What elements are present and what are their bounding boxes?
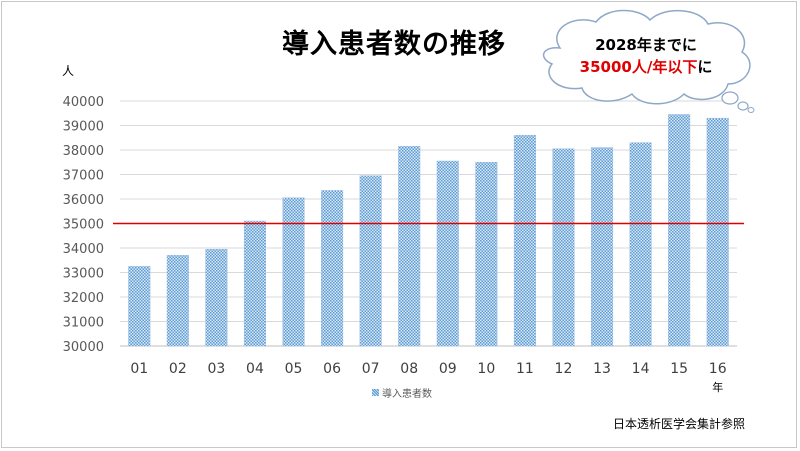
x-tick-label: 15: [670, 361, 688, 377]
bar: [668, 114, 691, 347]
x-tick-label: 01: [130, 361, 148, 377]
y-axis-label: 人: [62, 64, 74, 78]
x-tick-label: 11: [516, 361, 534, 377]
bar: [128, 266, 151, 347]
bar: [629, 142, 652, 347]
bar: [359, 175, 382, 347]
bar: [475, 162, 498, 347]
x-tick-label: 14: [632, 361, 650, 377]
bar: [706, 117, 729, 347]
bars: [128, 114, 729, 347]
y-tick-label: 32000: [63, 291, 104, 306]
bar: [282, 197, 305, 347]
source-note: 日本透析医学会集計参照: [613, 417, 746, 431]
y-tick-label: 34000: [63, 242, 104, 257]
x-tick-label: 04: [246, 361, 264, 377]
x-tick-label: 13: [593, 361, 611, 377]
callout-line2: 35000人/年以下に: [561, 56, 731, 78]
x-tick-label: 07: [362, 361, 380, 377]
x-axis-label: 年: [712, 380, 723, 394]
bar: [398, 146, 421, 347]
chart-legend: 導入患者数: [372, 385, 432, 400]
callout-target-value: 35000人/年以下: [579, 58, 698, 76]
y-tick-label: 35000: [63, 218, 104, 233]
x-tick-label: 02: [169, 361, 187, 377]
legend-swatch: [372, 389, 379, 396]
y-tick-label: 37000: [63, 169, 104, 184]
callout-cloud: [542, 9, 755, 113]
y-tick-label: 40000: [63, 95, 104, 110]
x-tick-label: 08: [400, 361, 418, 377]
bar: [166, 255, 189, 347]
y-tick-label: 36000: [63, 193, 104, 208]
x-tick-label: 06: [323, 361, 341, 377]
y-tick-label: 31000: [63, 316, 104, 331]
y-tick-label: 38000: [63, 144, 104, 159]
bar: [436, 160, 459, 347]
y-tick-label: 33000: [63, 267, 104, 282]
y-tick-label: 30000: [63, 340, 104, 355]
axes: 30000 31000 32000 33000 34000 35000 36000 37000…: [62, 64, 727, 394]
callout-text: 2028年までに 35000人/年以下に: [561, 34, 731, 78]
legend-label: 導入患者数: [382, 389, 432, 400]
x-tick-label: 10: [477, 361, 495, 377]
x-tick-label: 03: [207, 361, 225, 377]
chart-title: 導入患者数の推移: [282, 29, 506, 60]
bar: [321, 190, 344, 347]
bar: [552, 148, 575, 347]
bar: [243, 220, 267, 347]
callout-suffix: に: [697, 58, 713, 76]
callout-line1: 2028年までに: [595, 36, 697, 54]
x-tick-label: 09: [439, 361, 457, 377]
bar: [513, 135, 536, 347]
x-tick-label: 05: [285, 361, 303, 377]
bar: [205, 248, 228, 347]
x-tick-label: 12: [555, 361, 573, 377]
x-tick-label: 16: [709, 361, 727, 377]
bar: [590, 147, 614, 347]
y-tick-label: 39000: [63, 120, 104, 135]
